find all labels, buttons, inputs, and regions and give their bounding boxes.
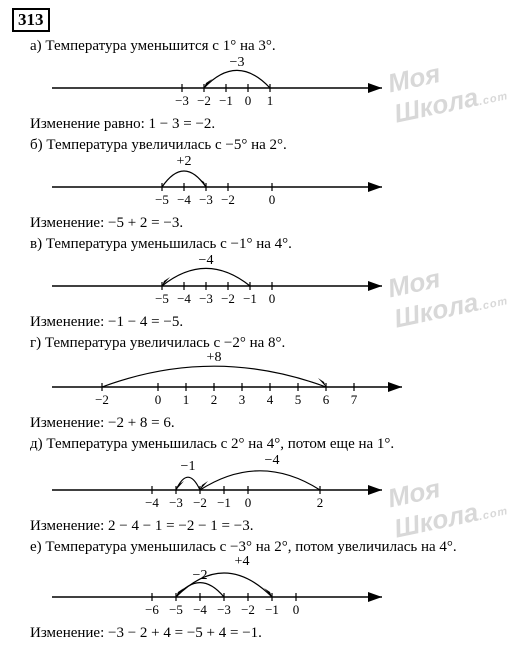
svg-text:−2: −2 (193, 568, 208, 583)
part-g-text: г) Температура увеличилась с −2° на 8°. (30, 335, 506, 352)
part-d-text: д) Температура уменьшилась с 2° на 4°, п… (30, 436, 506, 453)
svg-text:−2: −2 (95, 392, 109, 407)
svg-text:−6: −6 (145, 602, 159, 617)
svg-text:−4: −4 (177, 291, 191, 306)
numberline-svg: −5 −4 −3 −2 0 +2 (42, 153, 402, 209)
svg-text:−5: −5 (155, 192, 169, 207)
svg-text:−2: −2 (221, 192, 235, 207)
part-v-result: Изменение: −1 − 4 = −5. (30, 314, 506, 331)
svg-text:+4: +4 (235, 555, 250, 569)
part-a-text: а) Температура уменьшится с 1° на 3°. (30, 38, 506, 55)
svg-text:−2: −2 (193, 495, 207, 510)
svg-text:−1: −1 (217, 495, 231, 510)
svg-text:1: 1 (267, 93, 274, 108)
svg-text:+2: +2 (177, 154, 192, 169)
svg-text:−2: −2 (241, 602, 255, 617)
numberline-svg: −2 0 1 2 3 4 5 6 7 +8 (42, 351, 422, 409)
svg-text:5: 5 (295, 392, 302, 407)
svg-text:−3: −3 (217, 602, 231, 617)
svg-text:4: 4 (267, 392, 274, 407)
svg-text:−4: −4 (199, 253, 214, 268)
numberline-a: −3 −2 −1 01 −3 (42, 54, 506, 115)
numberline-b: −5 −4 −3 −2 0 +2 (42, 153, 506, 214)
svg-text:+8: +8 (207, 351, 222, 365)
part-v-text: в) Температура уменьшилась с −1° на 4°. (30, 236, 506, 253)
part-a-result: Изменение равно: 1 − 3 = −2. (30, 116, 506, 133)
svg-text:−1: −1 (265, 602, 279, 617)
numberline-e: −6 −5 −4 −3 −2 −1 0 −2 +4 (42, 555, 506, 624)
svg-text:−1: −1 (243, 291, 257, 306)
svg-text:0: 0 (245, 495, 252, 510)
problem-number: 313 (12, 8, 50, 32)
svg-text:6: 6 (323, 392, 330, 407)
part-e-result: Изменение: −3 − 2 + 4 = −5 + 4 = −1. (30, 625, 506, 642)
svg-text:−3: −3 (169, 495, 183, 510)
part-b-result: Изменение: −5 + 2 = −3. (30, 215, 506, 232)
numberline-g: −2 0 1 2 3 4 5 6 7 +8 (42, 351, 506, 414)
svg-text:7: 7 (351, 392, 358, 407)
svg-text:0: 0 (269, 192, 276, 207)
svg-text:−1: −1 (181, 459, 196, 474)
svg-text:0: 0 (245, 93, 252, 108)
part-b-text: б) Температура увеличилась с −5° на 2°. (30, 137, 506, 154)
svg-text:3: 3 (239, 392, 246, 407)
part-d-result: Изменение: 2 − 4 − 1 = −2 − 1 = −3. (30, 518, 506, 535)
svg-text:−3: −3 (199, 291, 213, 306)
svg-text:−4: −4 (145, 495, 159, 510)
svg-text:0: 0 (269, 291, 276, 306)
svg-text:2: 2 (317, 495, 324, 510)
svg-text:−3: −3 (230, 55, 245, 70)
svg-text:−4: −4 (265, 453, 280, 468)
svg-text:2: 2 (211, 392, 218, 407)
svg-text:0: 0 (155, 392, 162, 407)
numberline-v: −5 −4 −3 −2 −1 0 −4 (42, 252, 506, 313)
numberline-svg: −3 −2 −1 01 −3 (42, 54, 402, 110)
svg-text:−5: −5 (155, 291, 169, 306)
numberline-svg: −5 −4 −3 −2 −1 0 −4 (42, 252, 402, 308)
part-e-text: е) Температура уменьшилась с −3° на 2°, … (30, 539, 506, 556)
svg-text:−3: −3 (175, 93, 189, 108)
svg-text:0: 0 (293, 602, 300, 617)
svg-text:1: 1 (183, 392, 190, 407)
part-g-result: Изменение: −2 + 8 = 6. (30, 415, 506, 432)
svg-text:−5: −5 (169, 602, 183, 617)
svg-text:−4: −4 (193, 602, 207, 617)
numberline-d: −4 −3 −2 −1 0 2 −4 −1 (42, 452, 506, 517)
svg-text:−2: −2 (221, 291, 235, 306)
numberline-svg: −6 −5 −4 −3 −2 −1 0 −2 +4 (42, 555, 402, 619)
svg-text:−2: −2 (197, 93, 211, 108)
svg-text:−3: −3 (199, 192, 213, 207)
svg-text:−1: −1 (219, 93, 233, 108)
svg-text:−4: −4 (177, 192, 191, 207)
numberline-svg: −4 −3 −2 −1 0 2 −4 −1 (42, 452, 402, 512)
